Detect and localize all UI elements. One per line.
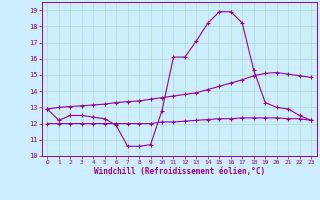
- X-axis label: Windchill (Refroidissement éolien,°C): Windchill (Refroidissement éolien,°C): [94, 167, 265, 176]
